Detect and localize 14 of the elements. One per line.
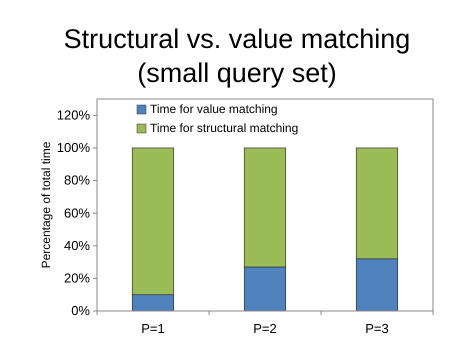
legend-label: Time for structural matching xyxy=(150,121,298,135)
y-tick-label: 40% xyxy=(64,238,90,253)
y-tick-label: 60% xyxy=(64,205,90,220)
y-tick-label: 120% xyxy=(56,107,90,122)
legend-label: Time for value matching xyxy=(150,102,278,116)
y-tick-label: 20% xyxy=(64,270,90,286)
chart-title: Structural vs. value matching (small query set) xyxy=(64,24,410,88)
y-axis-title: Percentage of total time xyxy=(39,141,53,268)
y-tick-label: 100% xyxy=(56,140,90,156)
x-tick-label: P=1 xyxy=(141,321,165,336)
x-tick-label: P=2 xyxy=(253,321,277,336)
y-tick-label: 80% xyxy=(64,172,90,188)
x-tick-label: P=3 xyxy=(365,321,389,336)
y-tick-label: 0% xyxy=(71,303,90,318)
